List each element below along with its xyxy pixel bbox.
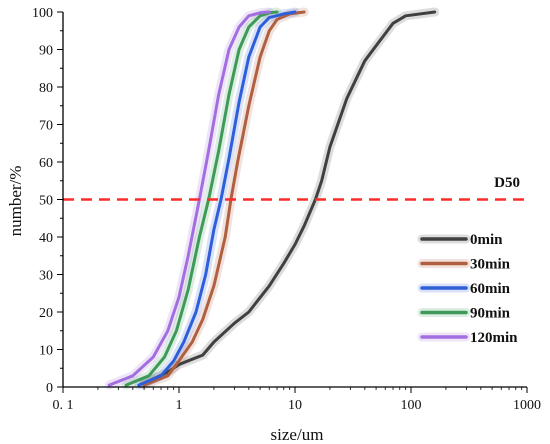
y-axis-title: number/% [6,166,25,237]
y-tick-label: 20 [39,306,53,321]
series-line-90min [124,10,279,387]
y-tick-label: 60 [39,156,53,171]
legend: 0min 30min 60min 90min 120min [417,232,518,346]
legend-label-0min: 0min [470,232,503,248]
x-axis-title: size/um [271,425,324,444]
y-tick-label: 30 [39,269,53,284]
axes [57,11,528,393]
y-tick-label: 100 [32,6,53,21]
legend-label-60min: 60min [470,281,511,297]
x-tick-label: 1000 [513,398,541,413]
series-line-60min [137,10,297,387]
x-tick-label: 100 [401,398,422,413]
y-tick-label: 0 [46,381,53,396]
x-tick-label: 10 [288,398,302,413]
legend-label-120min: 120min [470,330,518,346]
y-tick-label: 10 [39,344,53,359]
y-tick-label: 40 [39,231,53,246]
y-tick-label: 90 [39,44,53,59]
d50-label: D50 [494,175,520,191]
y-tick-label: 50 [39,194,53,209]
y-tick-label: 70 [39,119,53,134]
x-tick-label: 1 [176,398,183,413]
tick-labels: 0 10 20 30 40 50 60 70 80 90 100 0. 1 1 10 100 1000 [32,6,541,413]
series-line-0min [142,10,437,385]
legend-label-90min: 90min [470,306,511,322]
x-tick-label: 0. 1 [53,398,74,413]
y-tick-label: 80 [39,81,53,96]
legend-label-30min: 30min [470,257,511,273]
series-line-120min [107,10,271,387]
